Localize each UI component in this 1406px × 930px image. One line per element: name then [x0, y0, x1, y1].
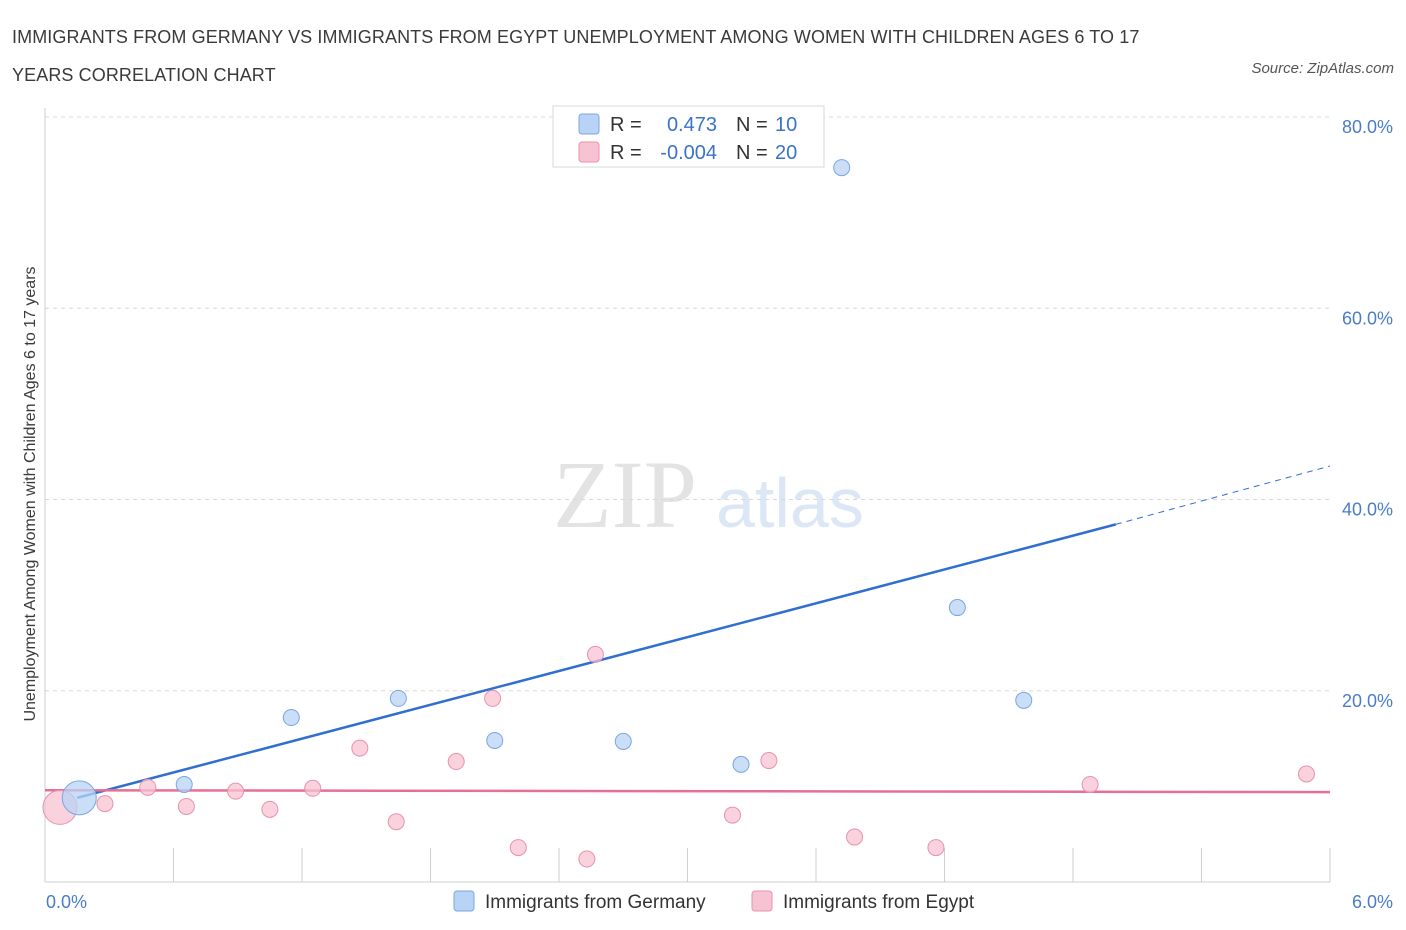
point-germany-4	[486, 731, 504, 749]
y-tick-label-60: 60.0%	[1342, 308, 1393, 328]
point-egypt-6	[304, 779, 322, 797]
point-egypt-4	[227, 782, 245, 800]
watermark-atlas: atlas	[716, 464, 864, 542]
point-germany-2	[282, 709, 300, 727]
point-egypt-9	[447, 753, 465, 771]
point-germany-3	[389, 689, 407, 707]
chart-title: IMMIGRANTS FROM GERMANY VS IMMIGRANTS FR…	[12, 27, 1140, 85]
trend-germany	[76, 465, 1331, 800]
trend-line-germany-extension	[1115, 465, 1331, 525]
series-legend-label-egypt: Immigrants from Egypt	[783, 892, 975, 913]
point-germany-1	[175, 775, 193, 793]
y-tick-label-40: 40.0%	[1342, 500, 1393, 520]
legend-r-value-germany: 0.473	[667, 114, 717, 136]
watermark-zip: ZIP	[553, 441, 697, 548]
point-egypt-3	[177, 797, 195, 815]
point-germany-5	[614, 732, 632, 750]
point-egypt-7	[351, 739, 369, 757]
point-egypt-13	[586, 645, 604, 663]
point-egypt-10	[484, 689, 502, 707]
legend-r-label-egypt: R =	[610, 142, 642, 164]
y-tick-label-80: 80.0%	[1342, 117, 1393, 137]
trend-egypt	[44, 788, 1331, 794]
y-tick-labels: 20.0% 40.0% 60.0% 80.0%	[1342, 117, 1393, 711]
legend-n-label-egypt: N =	[736, 142, 768, 164]
x-tick-label-max: 6.0%	[1352, 892, 1393, 912]
point-egypt-8	[387, 813, 405, 831]
legend-r-value-egypt: -0.004	[660, 142, 717, 164]
y-axis-title: Unemployment Among Women with Children A…	[22, 266, 39, 721]
x-tick-marks	[44, 848, 1331, 882]
point-egypt-2	[139, 778, 157, 796]
point-egypt-1	[96, 795, 114, 813]
point-germany-6	[732, 755, 750, 773]
legend-n-label-germany: N =	[736, 114, 768, 136]
series-legend-swatch-egypt	[751, 890, 773, 912]
legend-n-value-egypt: 20	[775, 142, 797, 164]
point-egypt-5	[261, 800, 279, 818]
trend-line-egypt	[44, 788, 1331, 794]
point-egypt-15	[760, 752, 778, 770]
point-egypt-16	[846, 828, 864, 846]
legend-swatch-egypt	[578, 141, 600, 163]
point-germany-0	[61, 780, 97, 816]
point-egypt-11	[509, 839, 527, 857]
legend-swatch-germany	[578, 113, 600, 135]
series-legend-label-germany: Immigrants from Germany	[485, 892, 706, 913]
points-germany	[61, 159, 1033, 816]
point-germany-7	[833, 159, 851, 177]
legend-n-value-germany: 10	[775, 114, 797, 136]
point-germany-8	[948, 599, 966, 617]
source-label: Source: ZipAtlas.com	[1251, 60, 1394, 77]
point-egypt-19	[1297, 765, 1315, 783]
x-tick-label-min: 0.0%	[46, 892, 87, 912]
series-legend-swatch-germany	[453, 890, 475, 912]
correlation-legend: R = 0.473 N = 10 R = -0.004 N = 20	[552, 105, 825, 168]
point-egypt-12	[578, 850, 596, 868]
y-tick-label-20: 20.0%	[1342, 691, 1393, 711]
gridlines	[45, 116, 1330, 692]
point-egypt-14	[723, 806, 741, 824]
legend-r-label-germany: R =	[610, 114, 642, 136]
point-egypt-17	[927, 839, 945, 857]
point-egypt-18	[1081, 775, 1099, 793]
point-germany-9	[1015, 691, 1033, 709]
series-legend: Immigrants from Germany Immigrants from …	[453, 890, 975, 913]
points-egypt	[42, 645, 1315, 868]
